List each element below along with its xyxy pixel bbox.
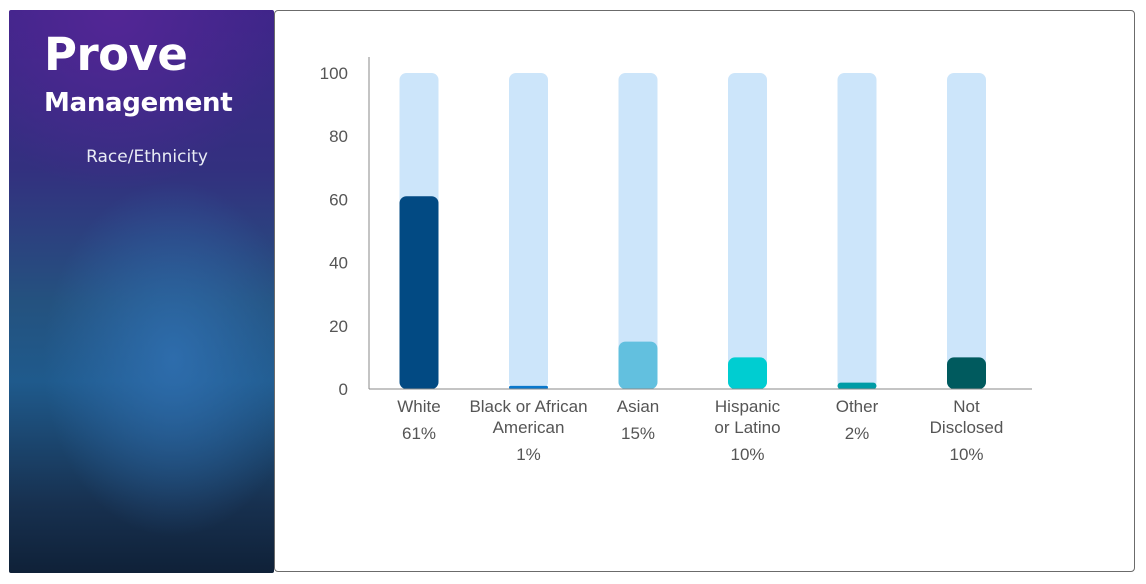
bar: [728, 357, 767, 389]
bar-track: [728, 73, 767, 389]
y-tick-label: 40: [329, 254, 348, 273]
y-tick-label: 80: [329, 127, 348, 146]
chart-caption: Race/Ethnicity: [86, 147, 208, 167]
x-category-label: American: [493, 418, 565, 437]
y-tick-label: 60: [329, 190, 348, 209]
bar-value-label: 10%: [949, 445, 983, 464]
bar: [837, 382, 877, 389]
brand-title: Prove: [44, 28, 188, 81]
y-tick-label: 20: [329, 317, 348, 336]
y-axis-ticks: 0 20 40 60 80 100: [320, 64, 348, 399]
bar-track: [837, 73, 877, 389]
bar-value-label: 61%: [402, 424, 436, 443]
x-axis-labels: White 61% Black or African American 1% Asian 1…: [397, 397, 1003, 464]
bar: [509, 385, 548, 389]
bar-tracks: [399, 73, 986, 389]
bars: [399, 196, 986, 389]
bar-track: [618, 73, 658, 389]
x-category-label: or Latino: [714, 418, 780, 437]
x-category-label: Black or African: [469, 397, 587, 416]
bar-value-label: 2%: [845, 424, 870, 443]
bar: [399, 196, 439, 389]
x-category-label: White: [397, 397, 440, 416]
bar-track: [947, 73, 986, 389]
bar: [618, 341, 658, 389]
x-category-label: Hispanic: [715, 397, 781, 416]
brand-subtitle: Management: [44, 88, 233, 118]
x-category-label: Asian: [617, 397, 660, 416]
sidebar-panel: Prove Management Race/Ethnicity: [9, 10, 274, 573]
x-category-label: Not: [953, 397, 980, 416]
bar: [947, 357, 986, 389]
y-tick-label: 0: [339, 380, 348, 399]
bar-value-label: 15%: [621, 424, 655, 443]
bar-track: [509, 73, 548, 389]
y-tick-label: 100: [320, 64, 348, 83]
bar-value-label: 10%: [730, 445, 764, 464]
x-category-label: Other: [836, 397, 879, 416]
bar-value-label: 1%: [516, 445, 541, 464]
x-category-label: Disclosed: [930, 418, 1004, 437]
